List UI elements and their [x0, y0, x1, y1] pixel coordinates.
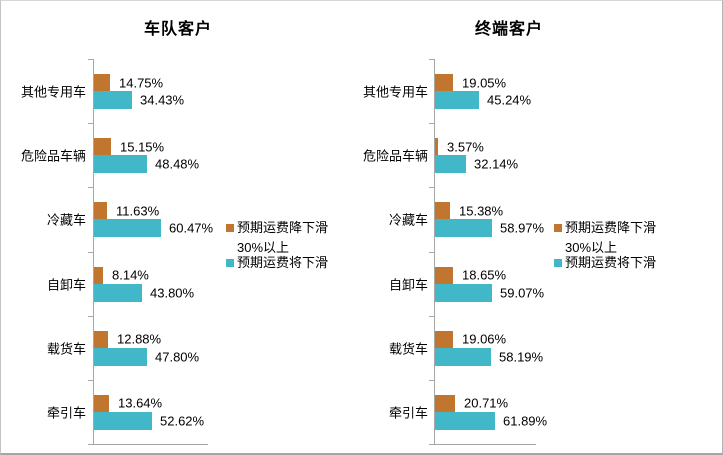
value-label-series2: 59.07%	[500, 285, 545, 300]
category-label: 其他专用车	[362, 84, 428, 100]
bar-expected-drop	[94, 411, 152, 430]
axis-tick	[429, 252, 434, 253]
value-label-series1: 15.38%	[459, 203, 504, 219]
value-label-series2: 61.89%	[503, 413, 548, 429]
category-label: 危险品车辆	[362, 148, 428, 164]
value-label-series2: 58.19%	[499, 349, 544, 365]
category-label: 危险品车辆	[20, 148, 86, 164]
value-label-series1: 11.63%	[116, 203, 160, 219]
bar-expected-drop-30plus	[435, 330, 453, 348]
value-label-series1: 19.05%	[462, 75, 507, 90]
axis-tick	[88, 187, 93, 188]
chart-title: 终端客户	[474, 21, 544, 38]
axis-tick	[88, 252, 93, 253]
bar-expected-drop-30plus	[94, 330, 108, 348]
value-label-series2: 32.14%	[474, 156, 519, 172]
bar-expected-drop	[435, 411, 495, 430]
bar-expected-drop	[435, 219, 492, 238]
legend-label: 预期运费将下滑	[565, 255, 657, 270]
category-label: 冷藏车	[388, 212, 428, 228]
value-label-series1: 12.88%	[117, 331, 162, 347]
bar-expected-drop-30plus	[435, 74, 453, 91]
value-label-series1: 8.14%	[112, 267, 149, 283]
category-label: 自卸车	[46, 277, 86, 293]
category-label: 载货车	[388, 341, 428, 357]
bar-expected-drop-30plus	[94, 202, 107, 220]
value-label-series1: 13.64%	[118, 395, 163, 411]
legend-swatch-drop	[226, 259, 234, 267]
value-label-series2: 58.97%	[500, 220, 545, 236]
legend-label: 预期运费降下滑	[237, 220, 329, 235]
legend-label: 预期运费降下滑	[565, 220, 657, 235]
value-label-series1: 3.57%	[447, 139, 484, 155]
value-label-series2: 48.48%	[155, 156, 200, 172]
y-axis-line	[434, 59, 435, 445]
bar-expected-drop	[435, 347, 491, 366]
axis-tick	[429, 380, 434, 381]
axis-tick	[429, 316, 434, 317]
bar-expected-drop	[435, 283, 492, 302]
chart-title: 车队客户	[143, 21, 213, 38]
value-label-series2: 52.62%	[160, 413, 205, 429]
axis-tick	[429, 187, 434, 188]
x-axis-line	[90, 444, 208, 445]
category-label: 冷藏车	[46, 212, 86, 228]
category-label: 牵引车	[46, 405, 86, 421]
category-label: 自卸车	[388, 277, 428, 293]
bar-expected-drop-30plus	[94, 74, 110, 91]
value-label-series2: 34.43%	[140, 92, 185, 108]
value-label-series1: 14.75%	[119, 75, 164, 90]
axis-tick	[88, 123, 93, 124]
bar-expected-drop	[94, 155, 147, 174]
bar-expected-drop-30plus	[435, 138, 438, 156]
legend-label: 30%以上	[237, 240, 290, 255]
bar-expected-drop-30plus	[435, 394, 455, 412]
bar-expected-drop	[94, 347, 147, 366]
axis-tick	[429, 444, 434, 445]
bar-expected-drop	[94, 219, 161, 238]
category-label: 载货车	[46, 341, 86, 357]
axis-tick	[88, 380, 93, 381]
category-label: 其他专用车	[20, 84, 86, 100]
value-label-series1: 19.06%	[462, 331, 507, 347]
bar-expected-drop-30plus	[94, 266, 103, 284]
axis-tick	[88, 444, 93, 445]
bar-expected-drop	[435, 155, 466, 174]
bar-expected-drop-30plus	[435, 266, 453, 284]
value-label-series2: 43.80%	[150, 285, 195, 300]
value-label-series2: 45.24%	[487, 92, 532, 108]
legend-label: 预期运费将下滑	[237, 255, 329, 270]
axis-tick	[88, 316, 93, 317]
bar-expected-drop-30plus	[94, 138, 111, 156]
bar-expected-drop	[435, 91, 479, 109]
bar-expected-drop	[94, 283, 142, 302]
axis-tick	[88, 59, 93, 60]
value-label-series1: 15.15%	[120, 139, 165, 155]
y-axis-line	[93, 59, 94, 445]
value-label-series2: 47.80%	[155, 349, 200, 365]
axis-tick	[429, 59, 434, 60]
legend-label: 30%以上	[565, 240, 618, 255]
legend-swatch-drop30plus	[226, 224, 234, 232]
bar-expected-drop-30plus	[435, 202, 450, 220]
value-label-series1: 18.65%	[462, 267, 507, 283]
bar-expected-drop-30plus	[94, 394, 109, 412]
value-label-series1: 20.71%	[464, 395, 509, 411]
value-label-series2: 60.47%	[169, 220, 214, 236]
x-axis-line	[431, 444, 536, 445]
axis-tick	[429, 123, 434, 124]
category-label: 牵引车	[388, 405, 428, 421]
bar-expected-drop	[94, 91, 132, 109]
legend-swatch-drop	[554, 259, 562, 267]
legend-swatch-drop30plus	[554, 224, 562, 232]
